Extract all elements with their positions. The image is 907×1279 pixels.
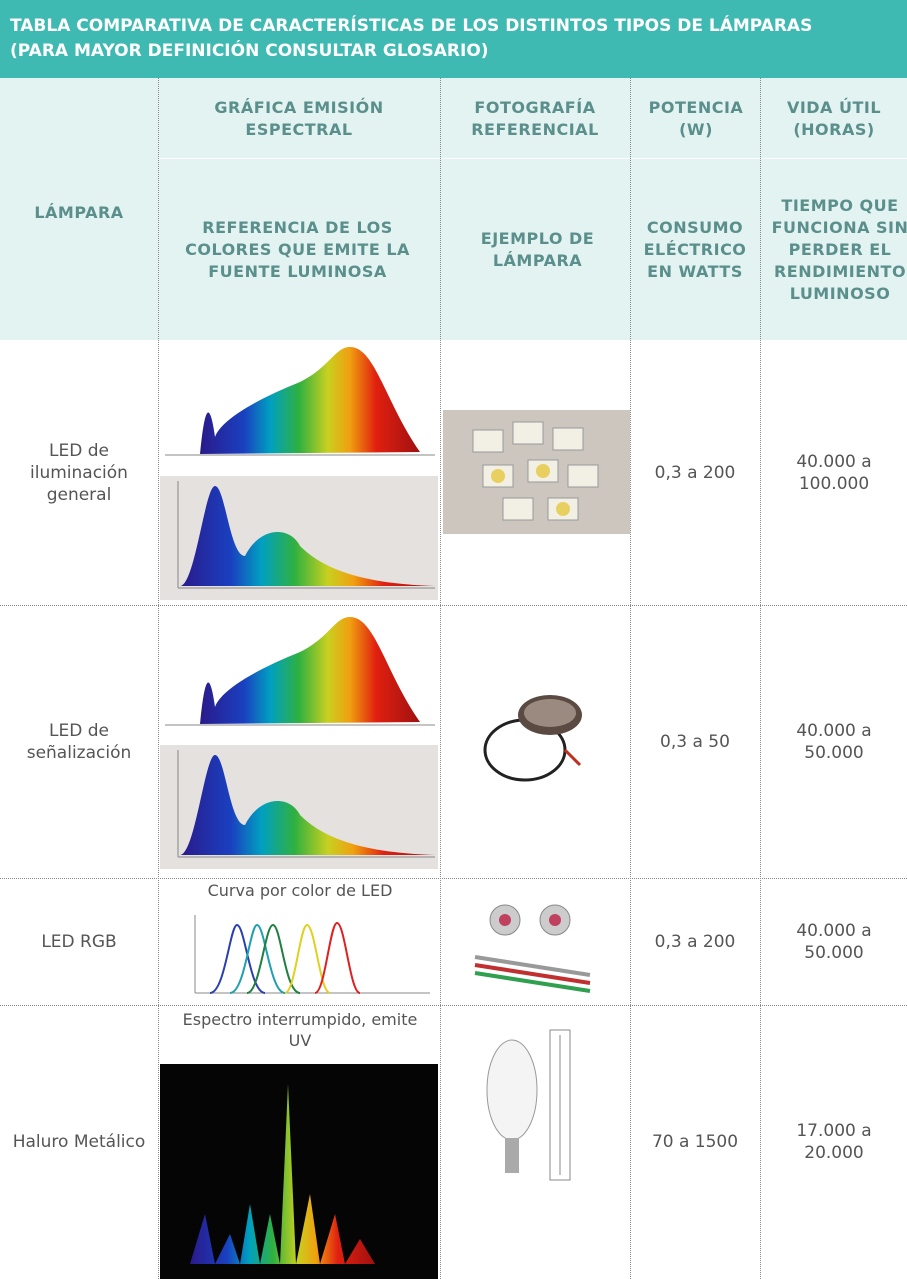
header-cell: FOTOGRAFÍA REFERENCIAL — [471, 98, 599, 139]
graph-caption: Curva por color de LED — [207, 881, 393, 900]
col-divider — [440, 78, 441, 1279]
spectrum-graph — [160, 476, 438, 600]
power: 0,3 a 200 — [654, 462, 736, 483]
lifetime: 40.000 a 50.000 — [796, 920, 872, 963]
lamp-photo — [474, 904, 591, 993]
header-subcell: REFERENCIA DE LOS COLORES QUE EMITE LA F… — [185, 218, 410, 281]
col-divider — [760, 78, 761, 1279]
title-line: TABLA COMPARATIVA DE CARACTERÍSTICAS DE … — [10, 16, 813, 36]
col-divider — [630, 78, 631, 1279]
header-cell: LÁMPARA — [34, 203, 124, 222]
title-line: (PARA MAYOR DEFINICIÓN CONSULTAR GLOSARI… — [10, 41, 489, 61]
title-bar: TABLA COMPARATIVA DE CARACTERÍSTICAS DE … — [0, 0, 907, 78]
power: 0,3 a 200 — [654, 931, 736, 952]
spectrum-graph — [160, 745, 438, 869]
row-divider — [0, 605, 907, 606]
power: 0,3 a 50 — [660, 731, 730, 752]
lamp-name: LED de señalización — [26, 720, 132, 763]
spectrum-graph — [160, 1064, 438, 1279]
lamp-name: LED de iluminación general — [30, 440, 128, 505]
header-subcell: TIEMPO QUE FUNCIONA SIN PERDER EL RENDIM… — [771, 196, 907, 303]
lamp-photo — [486, 1029, 571, 1181]
row-divider — [0, 878, 907, 879]
graph-caption: Espectro interrumpido, emite UV — [182, 1010, 418, 1050]
header-cell: GRÁFICA EMISIÓN ESPECTRAL — [214, 98, 384, 139]
spectrum-graph — [160, 612, 438, 742]
header-subcell: CONSUMO ELÉCTRICO EN WATTS — [643, 218, 747, 281]
lifetime: 40.000 a 100.000 — [796, 451, 872, 494]
col-divider — [158, 78, 159, 1279]
lifetime: 17.000 a 20.000 — [796, 1121, 872, 1163]
spectrum-graph — [194, 915, 430, 994]
header-subcell: EJEMPLO DE LÁMPARA — [480, 229, 595, 270]
header-bg — [0, 78, 907, 340]
lamp-name: Haluro Metálico — [12, 1132, 146, 1152]
spectrum-graph — [160, 342, 438, 472]
row-divider — [0, 1005, 907, 1006]
header-cell: POTENCIA (W) — [648, 98, 744, 139]
header-divider — [158, 158, 907, 159]
lifetime: 40.000 a 50.000 — [796, 720, 872, 763]
power: 70 a 1500 — [651, 1132, 739, 1152]
lamp-photo — [483, 695, 582, 782]
header-cell: VIDA ÚTIL (HORAS) — [786, 98, 882, 139]
lamp-name: LED RGB — [41, 931, 117, 952]
lamp-photo — [443, 410, 630, 534]
